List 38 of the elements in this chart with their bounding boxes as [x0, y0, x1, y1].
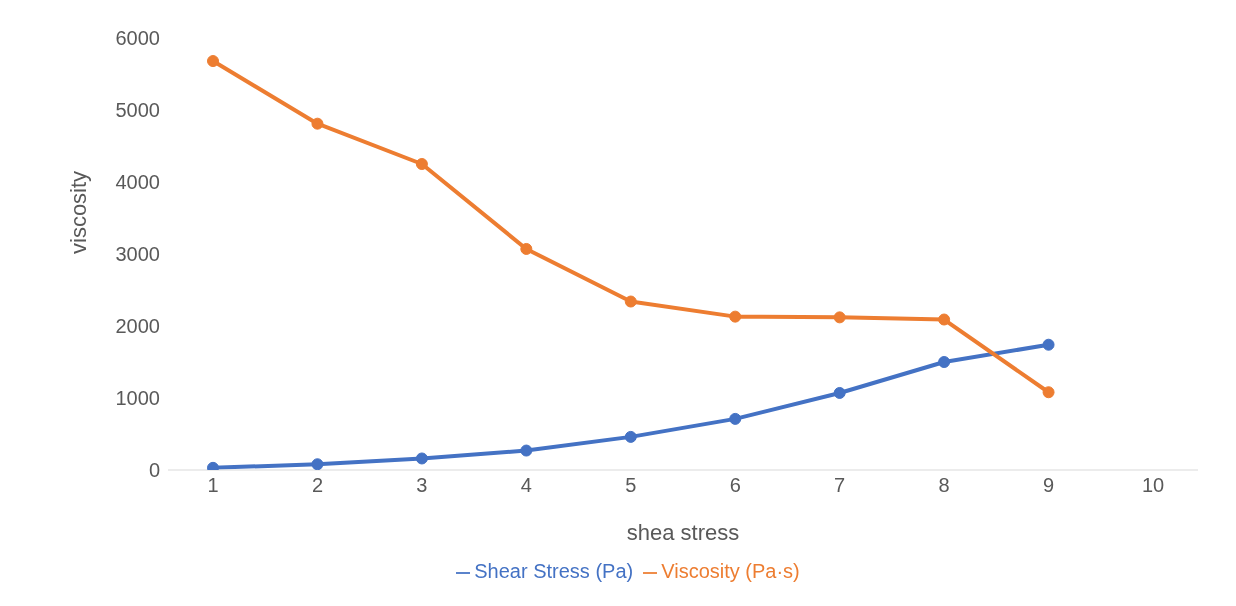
x-tick-label: 10: [1141, 474, 1165, 497]
x-tick-label: 3: [416, 474, 428, 497]
x-tick-label: 7: [834, 474, 846, 497]
x-axis-title: shea stress: [626, 520, 740, 545]
x-tick-label: 5: [625, 474, 637, 497]
point: [833, 311, 846, 324]
point: [311, 458, 324, 470]
point: [938, 313, 951, 326]
legend-label: Shear Stress (Pa): [474, 560, 634, 582]
point: [1042, 386, 1055, 399]
point: [311, 117, 324, 130]
point: [415, 452, 428, 465]
y-tick-label: 5000: [115, 99, 160, 122]
x-tick-label: 8: [938, 474, 950, 497]
point: [624, 295, 637, 308]
point: [938, 356, 951, 368]
point: [624, 430, 637, 443]
point: [729, 310, 742, 323]
y-tick-label: 6000: [115, 27, 160, 50]
y-tick-label: 2000: [115, 315, 160, 338]
point: [833, 386, 846, 399]
y-tick-label: 4000: [115, 171, 160, 194]
y-tick-label: 0: [148, 459, 160, 482]
point: [520, 242, 533, 255]
point: [729, 412, 742, 425]
y-axis-title: viscosity: [65, 170, 91, 254]
x-tick-label: 1: [207, 474, 219, 497]
point: [520, 444, 533, 457]
point: [207, 55, 219, 68]
x-tick-label: 9: [1042, 474, 1055, 497]
y-tick-label: 3000: [115, 243, 160, 266]
x-tick-label: 6: [729, 474, 741, 497]
point: [415, 158, 428, 170]
point: [1042, 338, 1055, 351]
legend-label: Viscosity (Pa·s): [661, 560, 800, 582]
y-tick-label: 1000: [115, 387, 160, 410]
x-tick-label: 4: [520, 474, 532, 497]
x-tick-label: 2: [311, 474, 324, 497]
